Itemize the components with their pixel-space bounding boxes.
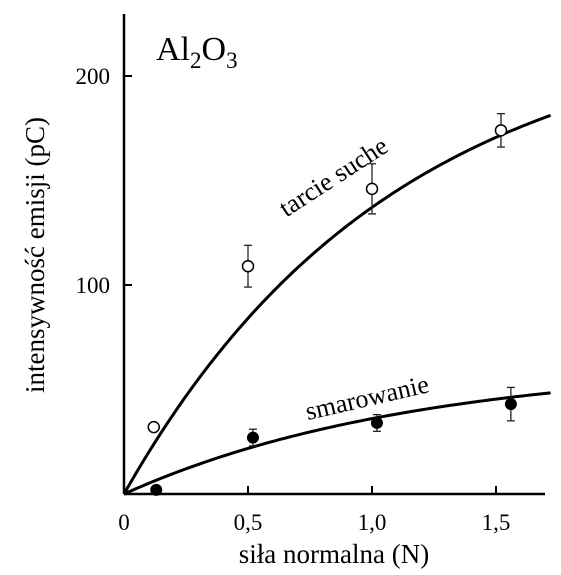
ticks: 0 0,5 1,0 1,5 100 200 <box>76 64 511 535</box>
data-point-filled <box>504 398 517 411</box>
title-part-al: Al <box>156 31 190 68</box>
x-axis-title: siła normalna (N) <box>239 539 429 569</box>
title-part-o: O <box>202 31 227 68</box>
x-tick-label: 0,5 <box>234 510 263 535</box>
title-sub-2: 2 <box>190 48 202 73</box>
fit-curves <box>122 113 552 496</box>
x-tick-label: 1,0 <box>358 510 387 535</box>
data-point-filled <box>150 483 163 496</box>
x-tick-label: 0 <box>118 510 130 535</box>
data-point-filled <box>246 431 259 444</box>
data-points <box>147 124 517 496</box>
y-axis-title: intensywność emisji (pC) <box>20 117 50 393</box>
data-point-open <box>494 124 508 137</box>
data-point-open <box>147 420 161 434</box>
y-tick-label: 200 <box>76 64 111 89</box>
axes <box>122 14 545 496</box>
data-point-open <box>365 182 379 196</box>
chart-title: Al2O3 <box>156 31 238 73</box>
data-point-filled <box>370 416 383 429</box>
series-label-smarowanie: smarowanie <box>303 369 432 426</box>
data-point-open <box>241 259 255 273</box>
title-sub-3: 3 <box>226 48 238 73</box>
fit-curve-series-1 <box>123 391 551 496</box>
y-tick-label: 100 <box>76 273 111 298</box>
series-label-tarcie-suche: tarcie suche <box>274 131 393 223</box>
x-tick-label: 1,5 <box>482 510 511 535</box>
fit-curve-series-0 <box>122 113 552 495</box>
